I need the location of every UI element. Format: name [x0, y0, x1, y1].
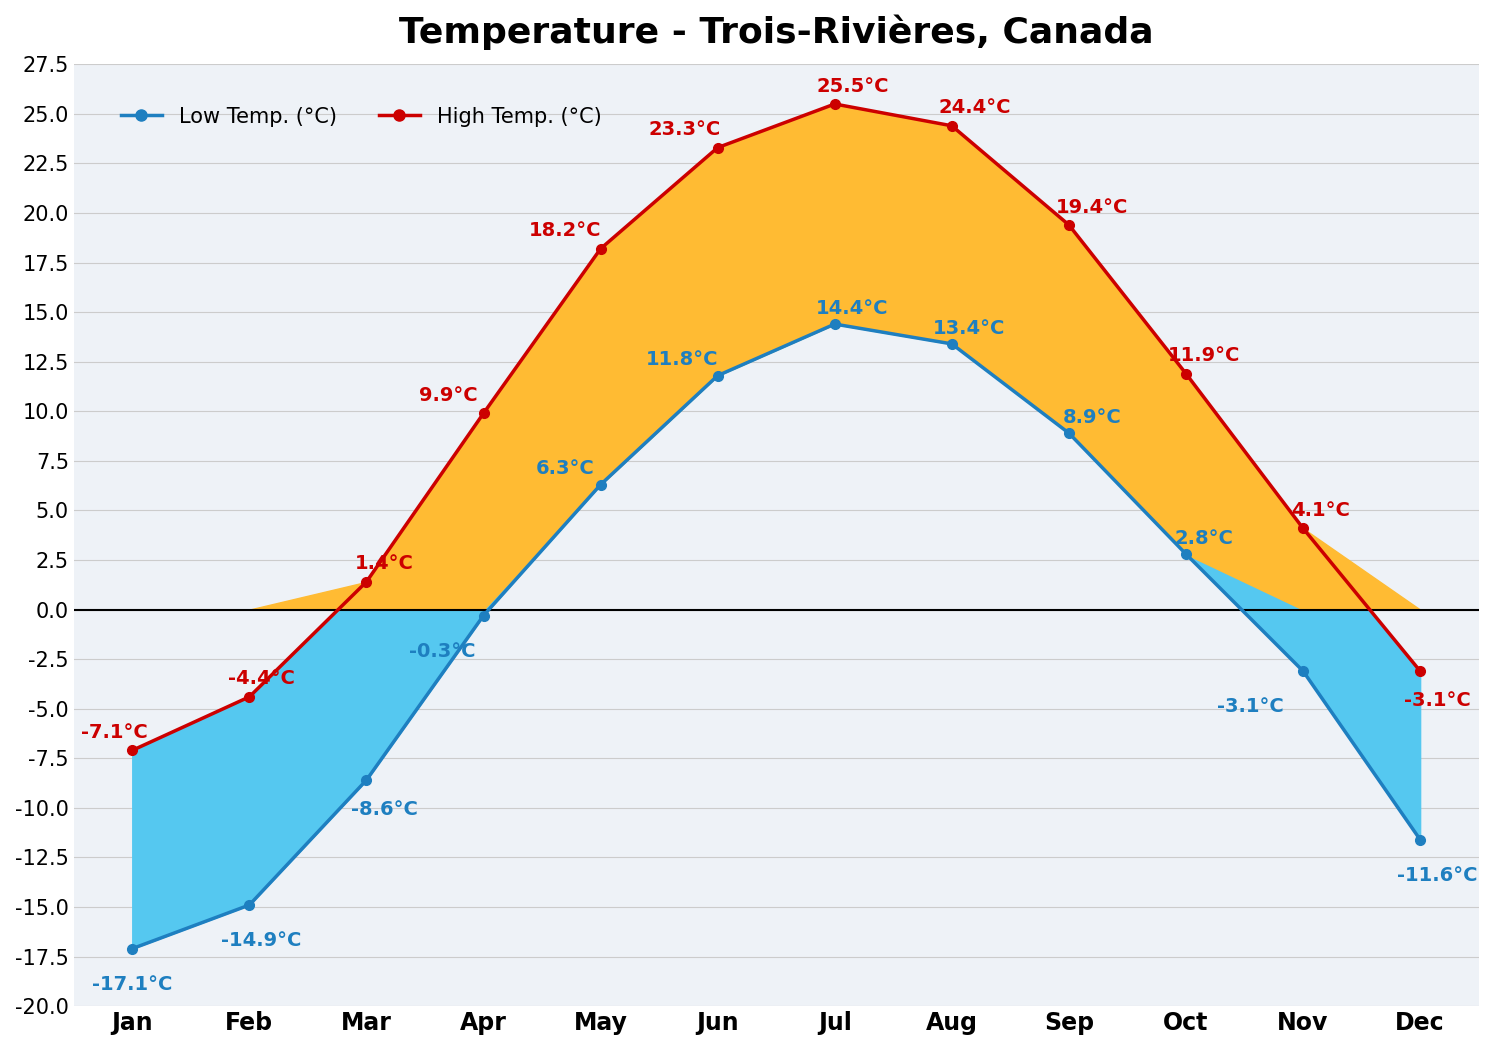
Text: 25.5°C: 25.5°C	[816, 77, 888, 96]
Text: -4.4°C: -4.4°C	[228, 670, 294, 689]
Text: 14.4°C: 14.4°C	[816, 298, 888, 318]
Low Temp. (°C)	[1412, 834, 1430, 846]
High Temp. (°C)	[357, 575, 375, 588]
High Temp. (°C)	[1178, 368, 1196, 380]
High Temp. (°C)	[825, 98, 843, 110]
High Temp. (°C)	[474, 407, 492, 420]
Title: Temperature - Trois-Rivières, Canada: Temperature - Trois-Rivières, Canada	[399, 15, 1154, 50]
Text: 11.8°C: 11.8°C	[646, 351, 718, 370]
Text: 1.4°C: 1.4°C	[354, 554, 414, 573]
Text: 18.2°C: 18.2°C	[530, 222, 602, 240]
Text: 4.1°C: 4.1°C	[1292, 501, 1350, 520]
Text: 2.8°C: 2.8°C	[1174, 529, 1233, 548]
High Temp. (°C)	[1294, 522, 1312, 534]
Text: -17.1°C: -17.1°C	[92, 974, 172, 994]
Line: Low Temp. (°C): Low Temp. (°C)	[128, 319, 1425, 953]
Text: 6.3°C: 6.3°C	[536, 459, 596, 479]
Text: 8.9°C: 8.9°C	[1064, 407, 1122, 426]
High Temp. (°C)	[591, 243, 609, 255]
Text: 24.4°C: 24.4°C	[939, 99, 1011, 118]
Line: High Temp. (°C): High Temp. (°C)	[128, 99, 1425, 755]
Low Temp. (°C)	[1060, 426, 1078, 439]
Low Temp. (°C)	[357, 774, 375, 786]
High Temp. (°C)	[240, 691, 258, 704]
Text: 13.4°C: 13.4°C	[933, 318, 1005, 337]
High Temp. (°C)	[944, 120, 962, 132]
Text: 9.9°C: 9.9°C	[419, 386, 477, 405]
Text: 23.3°C: 23.3°C	[650, 121, 722, 140]
Text: 19.4°C: 19.4°C	[1056, 197, 1128, 216]
Text: -3.1°C: -3.1°C	[1404, 691, 1472, 710]
Low Temp. (°C)	[240, 899, 258, 911]
Text: -14.9°C: -14.9°C	[220, 931, 302, 950]
Text: 11.9°C: 11.9°C	[1167, 346, 1239, 365]
Low Temp. (°C)	[591, 479, 609, 491]
High Temp. (°C)	[123, 744, 141, 757]
Low Temp. (°C)	[123, 942, 141, 954]
Low Temp. (°C)	[1294, 665, 1312, 677]
High Temp. (°C)	[1412, 665, 1430, 677]
High Temp. (°C)	[1060, 218, 1078, 231]
Text: -3.1°C: -3.1°C	[1216, 697, 1284, 716]
Legend: Low Temp. (°C), High Temp. (°C): Low Temp. (°C), High Temp. (°C)	[112, 99, 610, 135]
Text: -8.6°C: -8.6°C	[351, 800, 417, 819]
Low Temp. (°C)	[944, 338, 962, 351]
Low Temp. (°C)	[1178, 548, 1196, 561]
Low Temp. (°C)	[825, 318, 843, 331]
Text: -11.6°C: -11.6°C	[1398, 866, 1478, 885]
Low Temp. (°C)	[474, 609, 492, 622]
Low Temp. (°C)	[708, 370, 726, 382]
High Temp. (°C)	[708, 142, 726, 154]
Text: -0.3°C: -0.3°C	[410, 642, 476, 660]
Text: -7.1°C: -7.1°C	[81, 723, 148, 742]
